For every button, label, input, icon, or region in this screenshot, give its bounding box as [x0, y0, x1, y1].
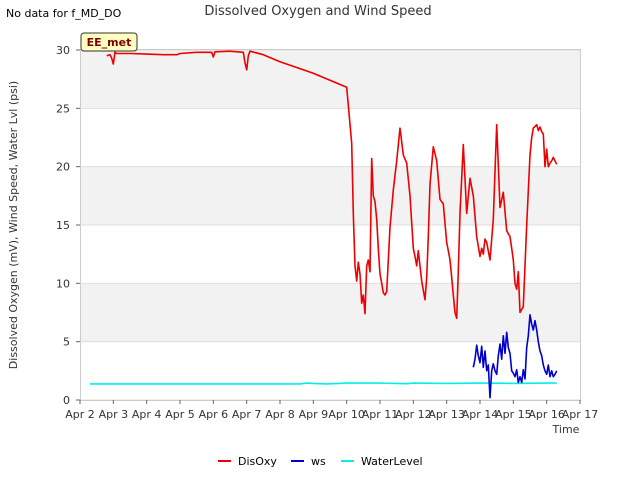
- plot-band: [80, 283, 580, 342]
- x-tick-label: Apr 4: [132, 408, 162, 421]
- y-tick-label: 15: [56, 219, 70, 232]
- x-tick-label: Apr 10: [328, 408, 365, 421]
- plot-band: [80, 50, 580, 109]
- no-data-note: No data for f_MD_DO: [6, 7, 122, 20]
- y-axis-label: Dissolved Oxygen (mV), Wind Speed, Water…: [7, 81, 20, 369]
- legend-label-ws: ws: [311, 455, 326, 468]
- plot-band: [80, 166, 580, 225]
- legend-label-disoxy: DisOxy: [238, 455, 277, 468]
- x-tick-label: Apr 16: [528, 408, 565, 421]
- y-tick-label: 25: [56, 102, 70, 115]
- y-tick-label: 0: [63, 394, 70, 407]
- series-line-waterlevel: [90, 382, 557, 385]
- x-tick-label: Apr 2: [65, 408, 95, 421]
- plot-background: [80, 50, 580, 400]
- badge-box: [80, 32, 138, 52]
- chart-title: Dissolved Oxygen and Wind Speed: [204, 4, 431, 19]
- x-tick-label: Apr 12: [395, 408, 432, 421]
- x-tick-label: Apr 9: [299, 408, 329, 421]
- y-tick-label: 30: [56, 44, 70, 57]
- y-tick-label: 5: [63, 336, 70, 349]
- x-tick-label: Apr 3: [99, 408, 129, 421]
- x-tick-label: Apr 6: [199, 408, 229, 421]
- x-tick-label: Apr 8: [265, 408, 295, 421]
- x-tick-label: Apr 7: [232, 408, 262, 421]
- x-axis-label: Time: [552, 423, 580, 436]
- y-tick-label: 10: [56, 277, 70, 290]
- plot-frame: [80, 49, 581, 401]
- x-tick-label: Apr 14: [462, 408, 499, 421]
- series-group: [90, 50, 558, 399]
- series-line-ws: [472, 314, 558, 399]
- x-axis: Apr 2 Apr 3 Apr 4 Apr 5 Apr 6 Apr 7 Apr 8 Apr 9…: [65, 400, 598, 421]
- plot-band: [80, 225, 580, 284]
- plot-band: [80, 108, 580, 167]
- legend: DisOxy ws WaterLevel: [218, 455, 423, 468]
- x-tick-label: Apr 17: [562, 408, 599, 421]
- series-line-disoxy: [106, 50, 558, 320]
- x-tick-label: Apr 11: [362, 408, 399, 421]
- x-tick-label: Apr 15: [495, 408, 532, 421]
- station-badge: EE_met: [80, 32, 138, 52]
- x-tick-label: Apr 13: [428, 408, 465, 421]
- y-axis: 0 5 10 15 20 25 30: [56, 44, 80, 407]
- y-tick-label: 20: [56, 161, 70, 174]
- badge-label: EE_met: [87, 36, 132, 49]
- legend-label-waterlevel: WaterLevel: [361, 455, 423, 468]
- x-tick-label: Apr 5: [165, 408, 195, 421]
